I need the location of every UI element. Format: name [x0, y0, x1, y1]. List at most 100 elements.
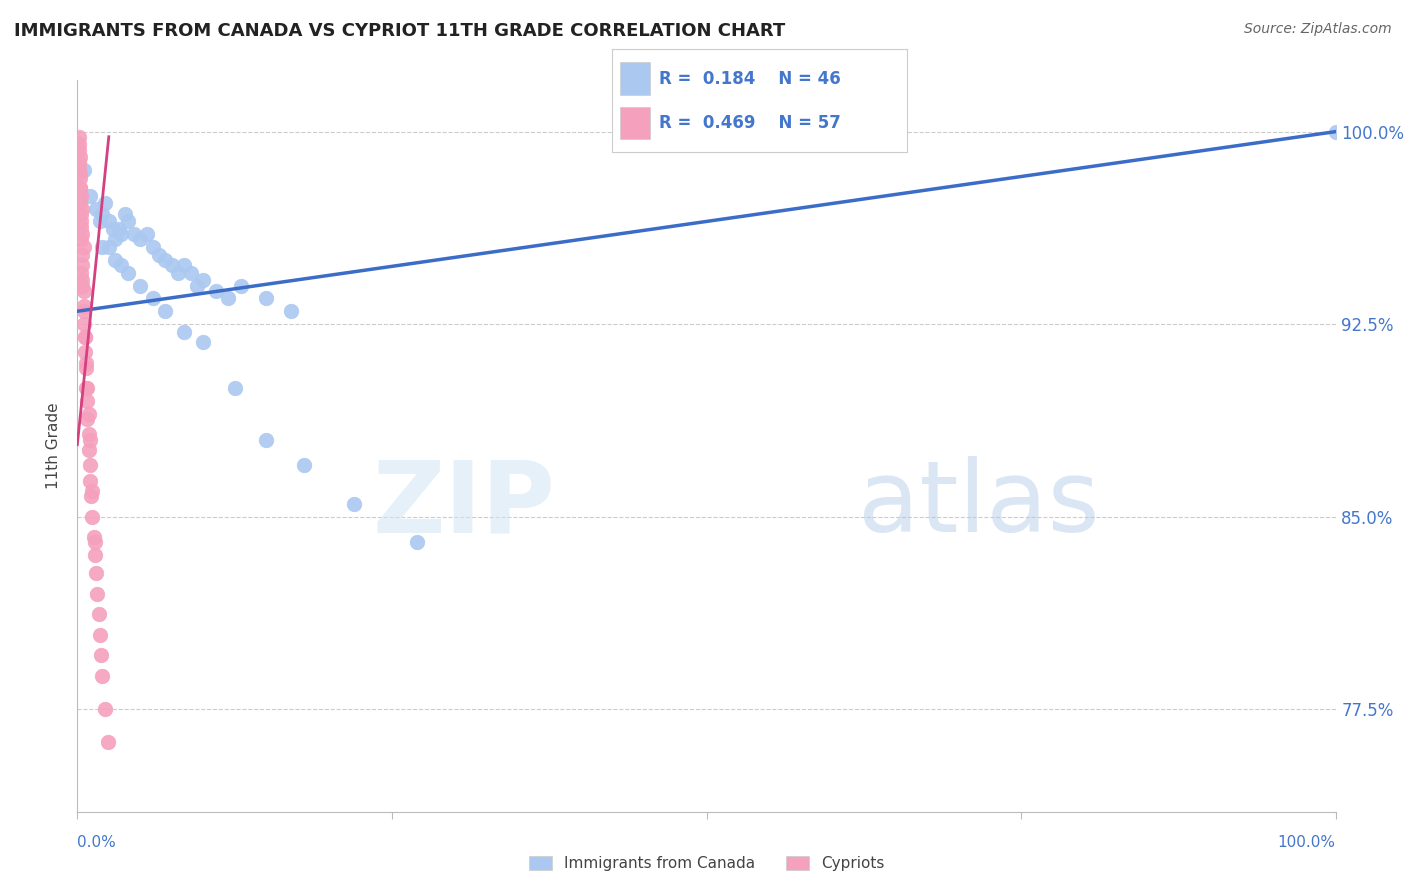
Point [148, 248, 170, 262]
Text: R =  0.184    N = 46: R = 0.184 N = 46 [659, 70, 841, 87]
Point [86, 586, 108, 600]
Point [69, 181, 91, 195]
Point [254, 292, 277, 306]
Point [77, 407, 100, 421]
Point [70, 207, 93, 221]
Point [67, 129, 90, 144]
Point [254, 433, 277, 447]
Point [69, 170, 91, 185]
Point [84, 202, 107, 216]
Point [142, 292, 165, 306]
Point [155, 304, 177, 318]
Y-axis label: 11th Grade: 11th Grade [46, 402, 62, 490]
Point [155, 252, 177, 267]
Point [69, 166, 91, 180]
Point [72, 317, 94, 331]
Point [90, 648, 112, 662]
Point [67, 143, 90, 157]
Point [186, 278, 208, 293]
Point [70, 232, 93, 246]
Point [79, 433, 101, 447]
Point [191, 273, 215, 287]
Point [104, 252, 127, 267]
Point [72, 278, 94, 293]
Text: ZIP: ZIP [373, 456, 555, 553]
Point [180, 266, 202, 280]
Point [72, 273, 94, 287]
Point [96, 735, 118, 749]
Point [83, 530, 105, 544]
Point [135, 227, 157, 242]
Point [70, 214, 93, 228]
Point [167, 266, 190, 280]
Bar [620, 106, 650, 139]
Bar [620, 62, 650, 95]
Point [97, 240, 120, 254]
Point [217, 292, 239, 306]
Point [72, 299, 94, 313]
Point [72, 248, 94, 262]
Point [204, 284, 226, 298]
Point [73, 330, 96, 344]
Point [91, 207, 114, 221]
Point [80, 489, 103, 503]
Point [72, 240, 94, 254]
Point [84, 566, 107, 580]
Point [75, 381, 97, 395]
Point [110, 258, 132, 272]
Point [224, 381, 246, 395]
Point [1324, 125, 1347, 139]
Point [72, 284, 94, 298]
Point [84, 535, 107, 549]
Point [91, 240, 114, 254]
Text: IMMIGRANTS FROM CANADA VS CYPRIOT 11TH GRADE CORRELATION CHART: IMMIGRANTS FROM CANADA VS CYPRIOT 11TH G… [14, 22, 786, 40]
Text: 0.0%: 0.0% [77, 836, 117, 850]
Point [72, 163, 94, 178]
Point [89, 627, 111, 641]
Point [77, 427, 100, 442]
Point [114, 207, 136, 221]
Point [87, 607, 110, 621]
Point [67, 161, 90, 175]
Point [72, 202, 94, 216]
Point [77, 442, 100, 457]
Point [173, 258, 195, 272]
Point [406, 535, 429, 549]
Point [76, 381, 98, 395]
Text: Source: ZipAtlas.com: Source: ZipAtlas.com [1244, 22, 1392, 37]
Point [67, 155, 90, 169]
Point [229, 278, 252, 293]
Point [69, 181, 91, 195]
Point [70, 266, 93, 280]
Point [79, 458, 101, 473]
Point [343, 497, 366, 511]
Point [110, 227, 132, 242]
Point [89, 214, 111, 228]
Point [160, 258, 183, 272]
Point [79, 474, 101, 488]
Point [97, 214, 120, 228]
Point [75, 355, 97, 369]
Point [76, 394, 98, 409]
Point [94, 702, 117, 716]
Point [70, 219, 93, 234]
Point [76, 412, 98, 426]
Point [280, 304, 302, 318]
Point [292, 458, 315, 473]
Point [79, 188, 101, 202]
Point [129, 232, 152, 246]
Point [73, 330, 96, 344]
Point [69, 196, 91, 211]
Point [82, 483, 104, 498]
Point [117, 214, 139, 228]
Text: 100.0%: 100.0% [1278, 836, 1336, 850]
Text: atlas: atlas [858, 456, 1099, 553]
Point [122, 227, 145, 242]
Point [108, 222, 131, 236]
Point [191, 334, 215, 349]
Point [70, 188, 93, 202]
Point [67, 137, 90, 152]
Point [104, 232, 127, 246]
Point [72, 227, 94, 242]
Point [72, 304, 94, 318]
